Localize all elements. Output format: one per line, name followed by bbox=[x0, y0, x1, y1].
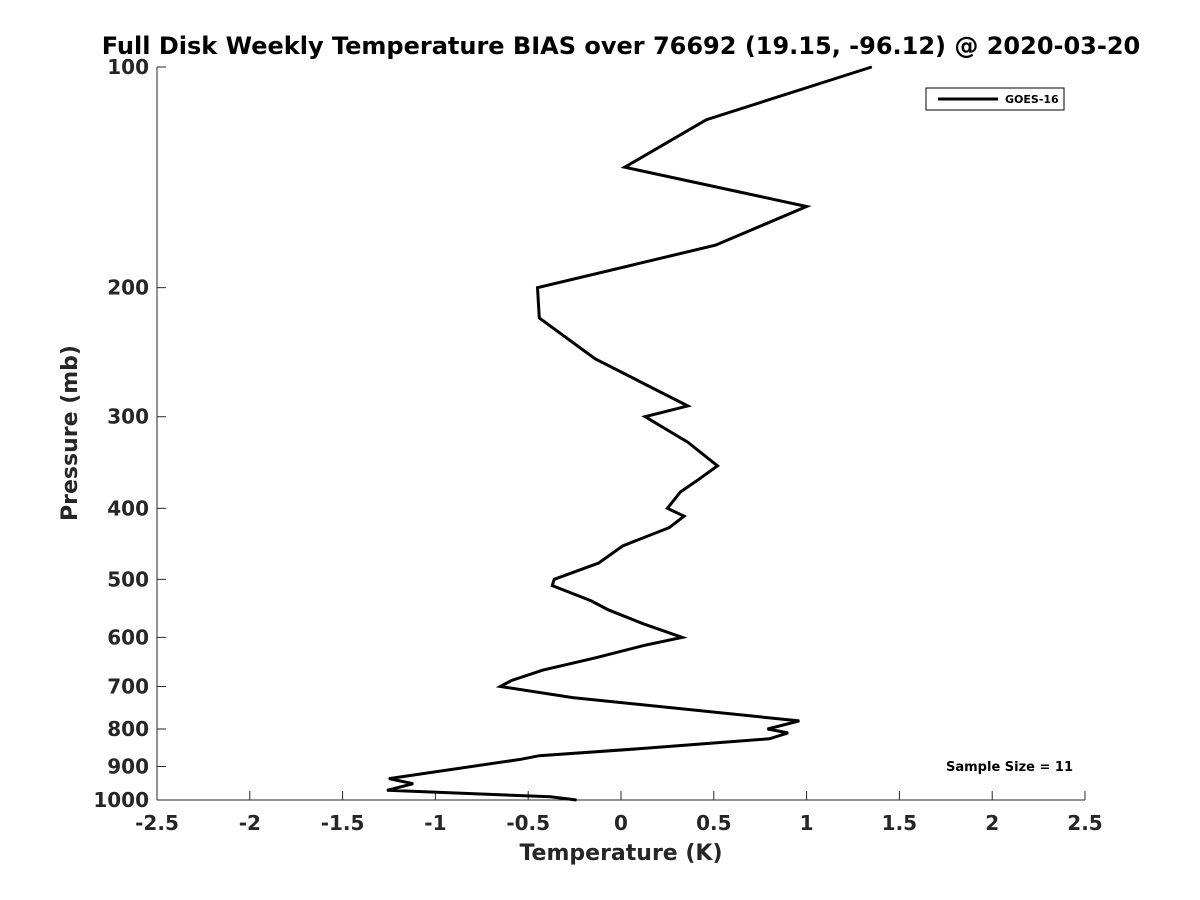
data-point bbox=[687, 405, 689, 407]
data-point bbox=[551, 585, 553, 587]
data-point bbox=[590, 600, 592, 602]
data-point bbox=[510, 679, 513, 682]
data-point bbox=[542, 669, 544, 671]
y-axis-label: Pressure (mb) bbox=[58, 345, 83, 521]
data-point bbox=[787, 732, 789, 734]
series-layer bbox=[386, 65, 873, 802]
data-point bbox=[768, 738, 771, 740]
x-tick-label: 1 bbox=[800, 811, 814, 835]
y-tick-label: 1000 bbox=[93, 788, 149, 812]
data-point bbox=[575, 799, 578, 801]
data-point bbox=[871, 66, 873, 68]
data-point bbox=[538, 317, 540, 319]
data-point bbox=[681, 636, 683, 639]
data-point bbox=[666, 507, 669, 509]
y-tick-label: 100 bbox=[107, 55, 149, 79]
data-point bbox=[668, 527, 670, 529]
data-point bbox=[553, 578, 555, 580]
y-tick-label: 800 bbox=[107, 717, 149, 741]
data-point bbox=[499, 685, 501, 688]
x-tick-label: 0 bbox=[614, 811, 628, 835]
series-line-goes-16 bbox=[386, 65, 873, 802]
data-point bbox=[679, 491, 682, 493]
data-point bbox=[536, 287, 539, 289]
x-tick-label: -2.5 bbox=[135, 811, 179, 835]
x-tick-label: 0.5 bbox=[696, 811, 731, 835]
data-point bbox=[594, 657, 596, 659]
data-point bbox=[622, 545, 624, 547]
data-point bbox=[806, 205, 808, 208]
y-tick-label: 600 bbox=[107, 625, 149, 649]
x-tick-label: 2.5 bbox=[1067, 811, 1102, 835]
x-tick-label: -2 bbox=[239, 811, 261, 835]
y-tick-label: 300 bbox=[107, 405, 149, 429]
y-tick-label: 400 bbox=[107, 496, 149, 520]
data-point bbox=[572, 697, 574, 699]
data-point bbox=[715, 244, 717, 246]
chart-title: Full Disk Weekly Temperature BIAS over 7… bbox=[102, 32, 1141, 60]
data-point bbox=[644, 416, 646, 418]
data-point bbox=[644, 644, 646, 646]
legend: GOES-16 bbox=[925, 87, 1065, 111]
data-point bbox=[598, 562, 600, 564]
data-point bbox=[538, 755, 540, 757]
x-tick-label: 1.5 bbox=[882, 811, 917, 835]
sample-size-annotation: Sample Size = 11 bbox=[946, 760, 1073, 775]
data-point bbox=[653, 388, 656, 390]
data-point bbox=[767, 728, 769, 730]
y-tick-label: 900 bbox=[107, 754, 149, 778]
x-tick-label: -1 bbox=[424, 811, 446, 835]
data-point bbox=[386, 789, 388, 791]
data-point bbox=[624, 166, 626, 168]
x-ticks: -2.5 -2 -1.5 -1 -0.5 0 0.5 1 1.5 2 2.5 bbox=[135, 791, 1103, 835]
data-point bbox=[412, 783, 414, 785]
y-tick-label: 200 bbox=[107, 276, 149, 300]
x-tick-label: 2 bbox=[985, 811, 999, 835]
y-ticks: 100 200 300 400 500 600 700 800 900 1000 bbox=[93, 55, 166, 812]
data-point bbox=[520, 758, 522, 760]
x-tick-label: -0.5 bbox=[506, 811, 550, 835]
x-tick-label: -1.5 bbox=[321, 811, 365, 835]
data-point bbox=[687, 441, 689, 443]
data-point bbox=[705, 119, 708, 121]
data-point bbox=[642, 623, 644, 625]
data-point bbox=[388, 778, 390, 780]
legend-label-goes-16: GOES-16 bbox=[1005, 93, 1059, 106]
data-point bbox=[594, 358, 596, 360]
data-point bbox=[683, 515, 685, 517]
data-point bbox=[607, 609, 609, 611]
data-point bbox=[549, 796, 552, 798]
data-point bbox=[716, 465, 719, 467]
data-point bbox=[644, 747, 646, 749]
data-point bbox=[798, 720, 800, 722]
data-point bbox=[698, 478, 700, 480]
y-tick-label: 700 bbox=[107, 674, 149, 698]
y-tick-label: 500 bbox=[107, 567, 149, 591]
x-axis-label: Temperature (K) bbox=[519, 841, 722, 866]
